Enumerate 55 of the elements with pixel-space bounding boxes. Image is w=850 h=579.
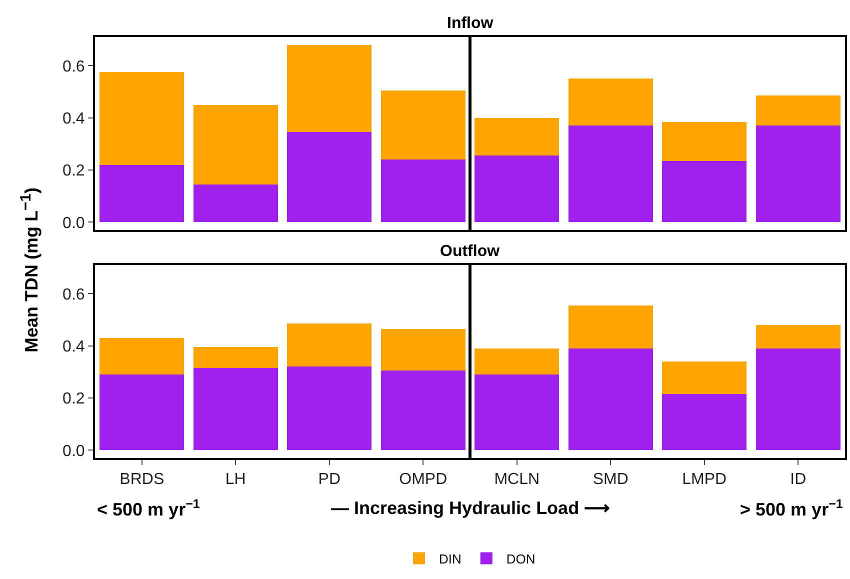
y-tick-label: 0.0 xyxy=(62,442,85,460)
bar xyxy=(100,72,184,165)
bar xyxy=(100,374,184,450)
bar xyxy=(193,347,278,368)
bar xyxy=(474,348,560,375)
bar xyxy=(193,184,278,222)
bar xyxy=(287,366,372,450)
x-tick-label: OMPD xyxy=(399,471,448,488)
text: < 500 m yr$^{−1}$ xyxy=(97,497,200,520)
bar xyxy=(380,370,466,450)
bar xyxy=(380,90,466,160)
bar xyxy=(287,132,372,222)
x-tick-label: SMD xyxy=(592,471,628,488)
bar xyxy=(568,305,653,348)
chart-title: Inflow xyxy=(447,15,494,32)
bar xyxy=(756,126,840,222)
x-tick-label: PD xyxy=(318,471,340,488)
bar xyxy=(380,160,466,222)
y-tick-label: 0.4 xyxy=(62,110,85,128)
legend-label: DIN xyxy=(439,551,462,566)
bar xyxy=(100,338,184,375)
bar xyxy=(380,328,466,371)
bar xyxy=(662,394,747,450)
bar xyxy=(662,362,747,394)
x-tick-label: LMPD xyxy=(682,471,727,488)
text: > 500 m yr$^{−1}$ xyxy=(740,497,843,520)
bar xyxy=(756,324,840,348)
text: — Increasing Hydraulic Load ⟶ xyxy=(331,498,610,518)
bar xyxy=(287,44,372,132)
x-tick-label: MCLN xyxy=(494,471,540,488)
bar xyxy=(474,118,560,156)
bar xyxy=(474,156,560,222)
x-tick-label: LH xyxy=(225,471,246,488)
bar xyxy=(474,374,560,450)
y-tick-label: 0.0 xyxy=(62,214,85,232)
x-tick-label: BRDS xyxy=(120,471,164,488)
bar xyxy=(287,324,372,367)
y-tick-label: 0.6 xyxy=(62,286,85,304)
bar xyxy=(568,348,653,450)
bar xyxy=(662,122,747,161)
bar xyxy=(568,78,653,126)
bar xyxy=(756,348,840,450)
bar xyxy=(193,368,278,450)
bar xyxy=(100,164,184,222)
legend-label: DON xyxy=(506,551,536,566)
bar xyxy=(568,126,653,222)
x-tick-label: ID xyxy=(790,471,806,488)
bar xyxy=(756,96,840,126)
y-tick-label: 0.4 xyxy=(62,338,85,356)
bar xyxy=(662,160,747,222)
y-tick-label: 0.2 xyxy=(62,390,85,408)
bar xyxy=(193,104,278,184)
chart-title: Outflow xyxy=(440,243,500,260)
y-tick-label: 0.2 xyxy=(62,162,85,180)
y-tick-label: 0.6 xyxy=(62,58,85,76)
